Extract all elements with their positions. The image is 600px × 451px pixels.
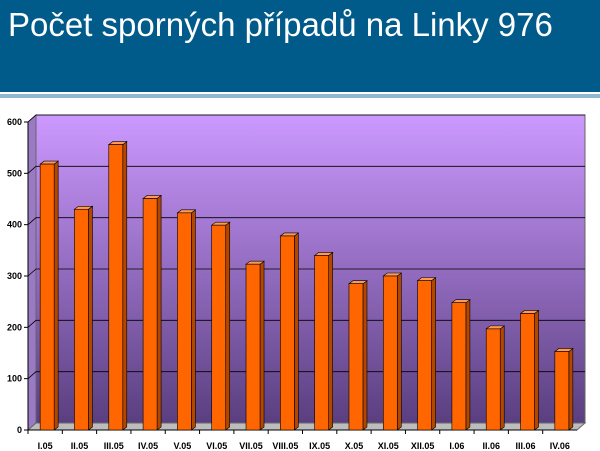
bar-front xyxy=(39,163,55,431)
bar-front xyxy=(245,263,261,431)
bar-side xyxy=(294,232,299,431)
bar-side xyxy=(499,325,505,431)
x-tick-label: IV.05 xyxy=(138,441,158,451)
bar-side xyxy=(53,160,59,431)
bar-side xyxy=(362,280,368,431)
x-tick-label: I.05 xyxy=(38,441,53,451)
bar-side xyxy=(88,205,93,431)
x-tick-label: XII.05 xyxy=(411,441,435,451)
bar xyxy=(39,160,60,431)
x-tick-label: II.05 xyxy=(71,441,89,451)
bar-front xyxy=(314,255,329,431)
bar xyxy=(73,205,94,431)
bar xyxy=(279,232,300,431)
bar xyxy=(210,221,231,431)
gridline xyxy=(27,114,585,123)
bar-side xyxy=(191,209,196,431)
gridline xyxy=(27,217,585,225)
bar-front xyxy=(177,212,192,431)
x-tick-label: V.05 xyxy=(174,441,192,451)
x-tick-label: XI.05 xyxy=(378,441,399,451)
bar-front xyxy=(108,144,124,431)
x-tick-label: X.05 xyxy=(345,441,364,451)
x-tick-label: VII.05 xyxy=(239,441,263,451)
x-tick-label: I.06 xyxy=(449,441,464,451)
y-tick-labels: 0 100 200 300 400 500 600 xyxy=(7,117,22,435)
bar-front xyxy=(348,283,364,431)
bar xyxy=(176,209,197,431)
x-tick-label: IV.06 xyxy=(550,441,570,451)
y-tick-label: 100 xyxy=(7,374,22,384)
y-tick-label: 500 xyxy=(7,168,22,178)
bar-front xyxy=(520,313,535,431)
x-tick-label: III.05 xyxy=(104,441,124,451)
bar-side xyxy=(122,140,128,431)
gridline xyxy=(27,165,585,174)
bar-front xyxy=(485,328,501,431)
bar xyxy=(382,272,403,431)
bar-front xyxy=(554,351,570,431)
bar-side xyxy=(259,260,265,431)
bar xyxy=(142,194,162,431)
title-bar: Počet sporných případů na Linky 976 xyxy=(0,0,600,94)
bar-front xyxy=(417,280,432,431)
x-tick-label: II.06 xyxy=(482,441,500,451)
x-tick-label: VIII.05 xyxy=(272,441,298,451)
bar-front xyxy=(451,302,467,431)
bar-side xyxy=(225,221,231,431)
x-tick-label: VI.05 xyxy=(206,441,227,451)
bar xyxy=(313,251,334,431)
bar-side xyxy=(568,347,574,431)
x-tick-label: IX.05 xyxy=(309,441,330,451)
x-tick-label: III.06 xyxy=(516,441,536,451)
bar-front xyxy=(211,224,227,431)
bar-side xyxy=(465,299,471,431)
y-tick-label: 200 xyxy=(7,322,22,332)
bar-front xyxy=(74,208,89,431)
bar-side xyxy=(431,277,436,431)
gridlines xyxy=(24,114,585,431)
bar xyxy=(245,260,265,431)
bar xyxy=(451,299,471,431)
gridline xyxy=(27,268,585,277)
bar-chart: 0 100 200 300 400 500 600 I.05 II.05 III.05 IV.05… xyxy=(7,113,587,451)
gridline xyxy=(27,319,585,328)
page-title: Počet sporných případů na Linky 976 xyxy=(8,6,553,43)
bar-side xyxy=(396,272,402,431)
bar-front xyxy=(280,235,295,431)
y-tick-label: 0 xyxy=(17,425,22,435)
bars xyxy=(39,140,574,431)
bar-side xyxy=(534,309,539,431)
bar xyxy=(485,325,506,431)
y-tick-label: 300 xyxy=(7,271,22,281)
bar-side xyxy=(156,194,162,431)
bar-front xyxy=(142,198,158,431)
y-tick-label: 400 xyxy=(7,220,22,230)
bar-front xyxy=(382,275,398,431)
bar-side xyxy=(328,251,333,431)
gridline xyxy=(27,371,585,379)
x-tick-labels: I.05 II.05 III.05 IV.05 V.05 VI.05 VII.05 VIII.… xyxy=(38,441,570,451)
bar xyxy=(107,140,128,431)
bar xyxy=(348,280,368,431)
y-tick-label: 600 xyxy=(7,117,22,127)
bar xyxy=(553,347,574,431)
bar xyxy=(519,309,540,431)
bar xyxy=(416,277,437,431)
